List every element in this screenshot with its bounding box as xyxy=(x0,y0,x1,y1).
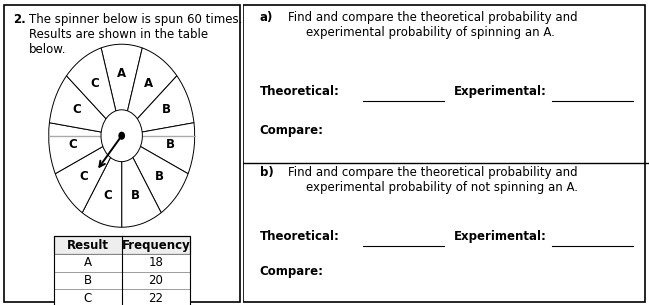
Bar xyxy=(53,272,190,289)
Wedge shape xyxy=(49,123,122,174)
Wedge shape xyxy=(122,136,188,213)
Text: Theoretical:: Theoretical: xyxy=(260,230,339,243)
Text: Compare:: Compare: xyxy=(260,124,324,137)
Text: Result: Result xyxy=(67,239,108,252)
Text: C: C xyxy=(90,77,99,90)
Text: A: A xyxy=(144,77,153,90)
Wedge shape xyxy=(49,76,122,136)
Wedge shape xyxy=(82,136,122,227)
Text: 22: 22 xyxy=(148,292,164,305)
Bar xyxy=(53,236,190,254)
Text: C: C xyxy=(68,138,77,151)
Text: A: A xyxy=(117,67,127,80)
Text: B: B xyxy=(84,274,92,287)
Wedge shape xyxy=(66,48,122,136)
Wedge shape xyxy=(55,136,122,213)
Text: The spinner below is spun 60 times.: The spinner below is spun 60 times. xyxy=(29,13,243,26)
Bar xyxy=(53,254,190,272)
Circle shape xyxy=(101,110,142,162)
Text: Frequency: Frequency xyxy=(121,239,190,252)
Text: b): b) xyxy=(260,166,273,179)
Text: Experimental:: Experimental: xyxy=(454,230,547,243)
Wedge shape xyxy=(122,76,194,136)
Text: 20: 20 xyxy=(149,274,163,287)
Text: Find and compare the theoretical probability and: Find and compare the theoretical probabi… xyxy=(288,166,578,179)
Text: a): a) xyxy=(260,11,273,24)
Wedge shape xyxy=(101,44,142,136)
Text: B: B xyxy=(166,138,175,151)
Text: experimental probability of not spinning an A.: experimental probability of not spinning… xyxy=(306,181,578,195)
Text: B: B xyxy=(154,170,164,183)
Text: C: C xyxy=(103,189,112,202)
Text: experimental probability of spinning an A.: experimental probability of spinning an … xyxy=(306,26,555,39)
Text: Experimental:: Experimental: xyxy=(454,85,547,99)
Bar xyxy=(53,289,190,305)
Text: Results are shown in the table: Results are shown in the table xyxy=(29,28,208,41)
Text: C: C xyxy=(84,292,92,305)
Wedge shape xyxy=(122,123,195,174)
Wedge shape xyxy=(122,48,177,136)
Text: C: C xyxy=(80,170,88,183)
Text: 2.: 2. xyxy=(14,13,26,26)
Circle shape xyxy=(119,132,125,139)
Bar xyxy=(53,236,190,305)
Text: Find and compare the theoretical probability and: Find and compare the theoretical probabi… xyxy=(288,11,578,24)
Text: Compare:: Compare: xyxy=(260,265,324,278)
Text: below.: below. xyxy=(29,43,67,56)
Text: 18: 18 xyxy=(149,257,163,269)
Wedge shape xyxy=(121,136,161,227)
Text: C: C xyxy=(72,103,81,117)
Text: B: B xyxy=(162,103,171,117)
Text: B: B xyxy=(131,189,140,202)
Text: Theoretical:: Theoretical: xyxy=(260,85,339,99)
Text: A: A xyxy=(84,257,92,269)
